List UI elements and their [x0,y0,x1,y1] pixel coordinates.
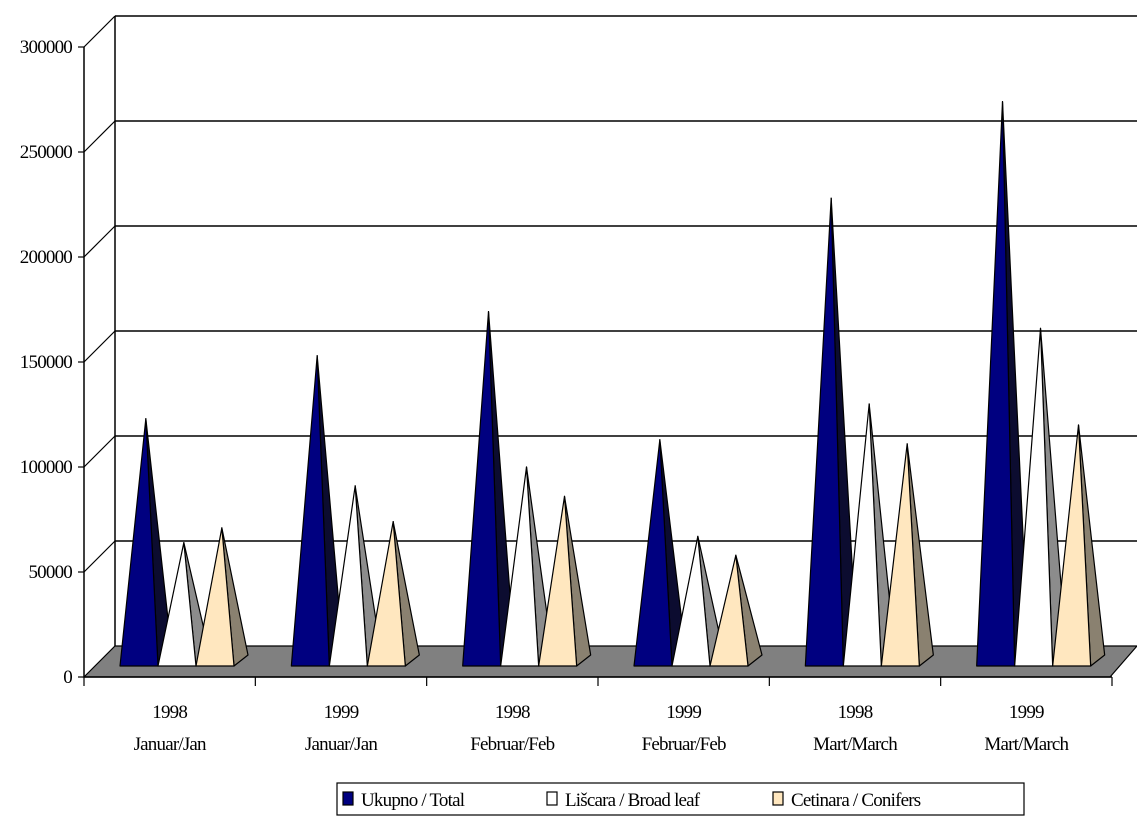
y-tick-label: 250000 [20,142,73,163]
gridlines [83,15,1137,573]
legend-label: Lišcara / Broad leaf [565,790,701,811]
pyramid-broadleaf [842,403,882,667]
pyramid-conifers [1052,424,1092,667]
y-tick-label: 50000 [28,562,72,583]
pyramid-total [290,355,330,667]
pyramid-total [119,418,159,667]
legend-swatch [772,791,784,806]
pyramid-conifers [709,554,749,667]
pyramid-conifers [195,527,235,667]
legend-label: Cetinara / Conifers [791,790,921,811]
axis-labels: 0 50000 100000 150000 200000 250000 300000 1998… [20,37,1071,755]
gridline-depth [83,435,116,468]
pyramid-broadleaf [500,466,540,667]
legend-box [336,782,1025,816]
x-category-label: 1998 [152,702,187,723]
x-category-label: Januar/Jan [305,734,378,755]
pyramid-broadleaf [671,535,711,667]
y-tick-label: 100000 [20,457,73,478]
legend-swatch [546,791,558,806]
axes [78,16,1113,686]
x-category-label: 1999 [324,702,359,723]
gridline-depth [83,15,116,48]
y-tick-label: 0 [63,667,72,688]
x-category-label: 1999 [1009,702,1044,723]
gridline-depth [83,225,116,258]
pyramid-conifers [538,495,578,667]
pyramid-total [976,100,1016,667]
data-pyramids [119,100,1106,667]
pyramid-broadleaf [1014,327,1054,667]
gridline-depth [83,330,116,363]
legend-swatch [342,791,354,806]
x-category-label: Mart/March [813,734,898,755]
pyramid-total [804,197,844,667]
y-tick-label: 150000 [20,352,73,373]
legend: Ukupno / Total Lišcara / Broad leaf Cetina… [336,782,1025,816]
pyramid-conifers [366,520,406,667]
x-category-label: 1999 [666,702,701,723]
x-category-label: 1998 [838,702,873,723]
x-category-label: Mart/March [984,734,1069,755]
legend-label: Ukupno / Total [361,790,465,811]
pyramid-conifers [880,443,920,667]
pyramid-total [633,439,673,667]
pyramid-broadleaf [328,485,368,667]
y-tick-label: 200000 [20,247,73,268]
pyramid-broadleaf [157,541,197,667]
gridline-depth [83,120,116,153]
x-category-label: Januar/Jan [134,734,207,755]
x-category-label: 1998 [495,702,530,723]
gridline-depth [83,540,116,573]
y-tick-label: 300000 [20,37,73,58]
x-category-label: Februar/Feb [470,734,554,755]
pyramid-total [462,311,502,667]
x-category-label: Februar/Feb [642,734,726,755]
